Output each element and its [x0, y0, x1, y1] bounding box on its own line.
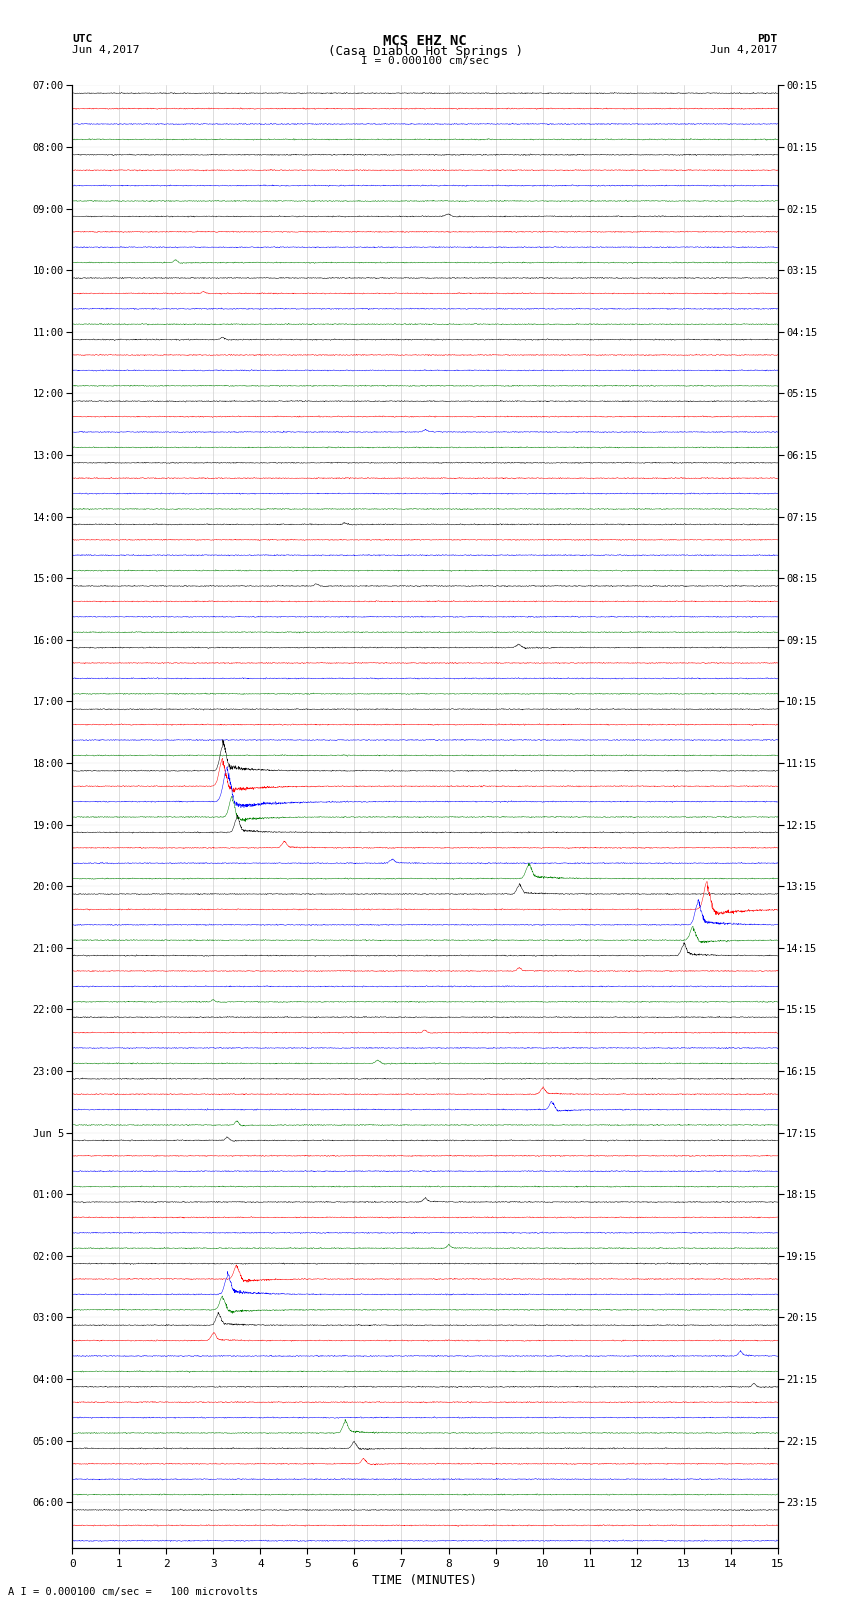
Text: (Casa Diablo Hot Springs ): (Casa Diablo Hot Springs ) — [327, 45, 523, 58]
Text: Jun 4,2017: Jun 4,2017 — [72, 45, 139, 55]
Text: MCS EHZ NC: MCS EHZ NC — [383, 34, 467, 48]
X-axis label: TIME (MINUTES): TIME (MINUTES) — [372, 1574, 478, 1587]
Text: UTC: UTC — [72, 34, 93, 44]
Text: A I = 0.000100 cm/sec =   100 microvolts: A I = 0.000100 cm/sec = 100 microvolts — [8, 1587, 258, 1597]
Text: PDT: PDT — [757, 34, 778, 44]
Text: I = 0.000100 cm/sec: I = 0.000100 cm/sec — [361, 56, 489, 66]
Text: Jun 4,2017: Jun 4,2017 — [711, 45, 778, 55]
